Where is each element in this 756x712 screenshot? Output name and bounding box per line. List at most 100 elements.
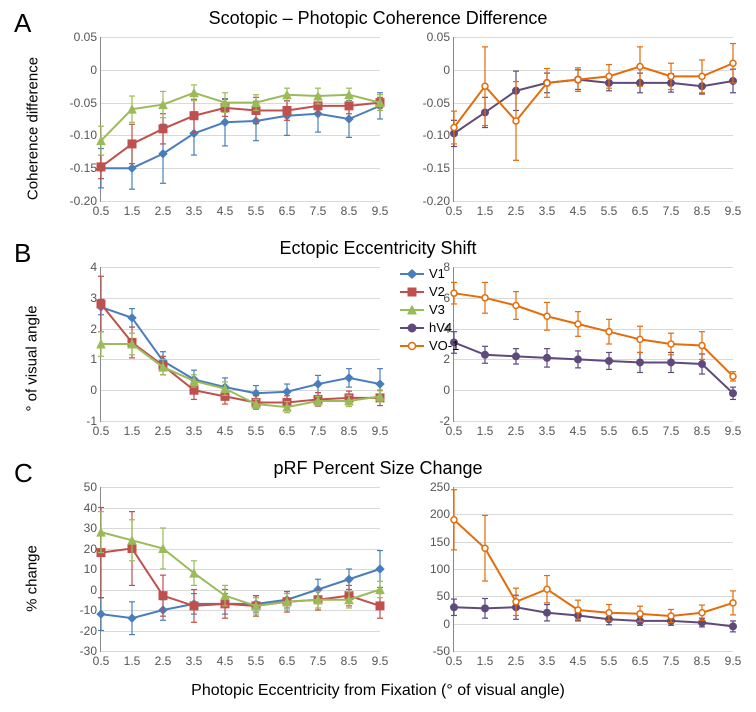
- x-tick-label: 9.5: [725, 421, 742, 438]
- x-tick-label: 9.5: [372, 421, 389, 438]
- x-tick-label: 6.5: [279, 421, 296, 438]
- x-tick-label: 2.5: [155, 201, 172, 218]
- x-tick-label: 1.5: [124, 651, 141, 668]
- y-tick-label: 0: [443, 63, 454, 77]
- x-tick-label: 4.5: [217, 201, 234, 218]
- ylabel-c: % change: [24, 529, 41, 629]
- x-tick-label: 0.5: [446, 421, 463, 438]
- x-tick-label: 8.5: [341, 201, 358, 218]
- x-tick-label: 8.5: [341, 651, 358, 668]
- x-tick-label: 4.5: [217, 651, 234, 668]
- y-tick-label: 100: [430, 562, 454, 576]
- y-tick-label: 0: [443, 617, 454, 631]
- x-tick-label: 2.5: [508, 651, 525, 668]
- x-tick-label: 0.5: [446, 201, 463, 218]
- chart-a-left: -0.20-0.15-0.10-0.0500.050.51.52.53.54.5…: [55, 32, 385, 227]
- x-tick-label: 1.5: [477, 201, 494, 218]
- x-tick-label: 8.5: [694, 651, 711, 668]
- x-tick-label: 3.5: [539, 651, 556, 668]
- y-tick-label: 150: [430, 535, 454, 549]
- x-tick-label: 9.5: [372, 201, 389, 218]
- x-tick-label: 1.5: [124, 201, 141, 218]
- x-tick-label: 1.5: [477, 421, 494, 438]
- y-tick-label: 10: [84, 562, 101, 576]
- y-tick-label: 200: [430, 507, 454, 521]
- y-tick-label: 4: [90, 260, 101, 274]
- y-tick-label: -0.15: [70, 161, 101, 175]
- x-tick-label: 4.5: [570, 651, 587, 668]
- y-tick-label: 40: [84, 501, 101, 515]
- legend-label: V2: [429, 284, 445, 299]
- y-tick-label: 30: [84, 521, 101, 535]
- legend-label: VO-1: [429, 338, 459, 353]
- title-a: Scotopic – Photopic Coherence Difference: [0, 8, 756, 29]
- legend-item-v1: V1: [400, 266, 459, 281]
- y-tick-label: -0.05: [423, 96, 454, 110]
- x-tick-label: 1.5: [124, 421, 141, 438]
- legend-item-v2: V2: [400, 284, 459, 299]
- x-tick-label: 2.5: [508, 421, 525, 438]
- x-tick-label: 8.5: [694, 421, 711, 438]
- y-tick-label: -0.10: [423, 128, 454, 142]
- x-tick-label: 0.5: [93, 201, 110, 218]
- title-b: Ectopic Eccentricity Shift: [0, 238, 756, 259]
- x-tick-label: 7.5: [310, 421, 327, 438]
- x-tick-label: 0.5: [446, 651, 463, 668]
- x-tick-label: 8.5: [341, 421, 358, 438]
- legend-label: V1: [429, 266, 445, 281]
- x-tick-label: 5.5: [601, 651, 618, 668]
- chart-c-right: -500501001502002500.51.52.53.54.55.56.57…: [408, 482, 738, 677]
- chart-a-right: -0.20-0.15-0.10-0.0500.050.51.52.53.54.5…: [408, 32, 738, 227]
- legend-item-vo-1: VO-1: [400, 338, 459, 353]
- figure: A B C Scotopic – Photopic Coherence Diff…: [0, 0, 756, 712]
- y-tick-label: -10: [80, 603, 101, 617]
- x-tick-label: 3.5: [186, 201, 203, 218]
- x-tick-label: 7.5: [310, 651, 327, 668]
- y-tick-label: 250: [430, 480, 454, 494]
- x-tick-label: 4.5: [570, 201, 587, 218]
- ylabel-b: ° of visual angle: [24, 289, 41, 429]
- y-tick-label: 0: [90, 383, 101, 397]
- y-tick-label: 3: [90, 291, 101, 305]
- x-tick-label: 4.5: [570, 421, 587, 438]
- x-tick-label: 7.5: [663, 421, 680, 438]
- legend-label: V3: [429, 302, 445, 317]
- x-tick-label: 3.5: [186, 651, 203, 668]
- chart-c-left: -30-20-10010203040500.51.52.53.54.55.56.…: [55, 482, 385, 677]
- x-tick-label: 7.5: [663, 201, 680, 218]
- x-tick-label: 5.5: [248, 651, 265, 668]
- x-tick-label: 1.5: [477, 651, 494, 668]
- x-tick-label: 6.5: [279, 201, 296, 218]
- x-tick-label: 6.5: [632, 651, 649, 668]
- x-tick-label: 3.5: [539, 201, 556, 218]
- x-tick-label: 2.5: [155, 651, 172, 668]
- x-tick-label: 6.5: [632, 201, 649, 218]
- title-c: pRF Percent Size Change: [0, 458, 756, 479]
- x-tick-label: 0.5: [93, 421, 110, 438]
- y-tick-label: -0.10: [70, 128, 101, 142]
- x-tick-label: 9.5: [372, 651, 389, 668]
- y-tick-label: 0: [90, 63, 101, 77]
- x-tick-label: 7.5: [663, 651, 680, 668]
- x-tick-label: 9.5: [725, 651, 742, 668]
- x-tick-label: 5.5: [248, 421, 265, 438]
- x-tick-label: 5.5: [601, 421, 618, 438]
- x-tick-label: 0.5: [93, 651, 110, 668]
- x-tick-label: 7.5: [310, 201, 327, 218]
- xlabel: Photopic Eccentricity from Fixation (° o…: [0, 682, 756, 700]
- y-tick-label: 0: [443, 383, 454, 397]
- x-tick-label: 8.5: [694, 201, 711, 218]
- y-tick-label: 1: [90, 352, 101, 366]
- x-tick-label: 3.5: [186, 421, 203, 438]
- x-tick-label: 5.5: [248, 201, 265, 218]
- legend-item-hv4: hV4: [400, 320, 459, 335]
- y-tick-label: 0.05: [74, 30, 101, 44]
- y-tick-label: -0.15: [423, 161, 454, 175]
- y-tick-label: 50: [437, 589, 454, 603]
- y-tick-label: 50: [84, 480, 101, 494]
- x-tick-label: 6.5: [632, 421, 649, 438]
- x-tick-label: 6.5: [279, 651, 296, 668]
- x-tick-label: 2.5: [508, 201, 525, 218]
- legend: V1 V2 V3 hV4 VO-1: [400, 266, 459, 356]
- y-tick-label: -0.05: [70, 96, 101, 110]
